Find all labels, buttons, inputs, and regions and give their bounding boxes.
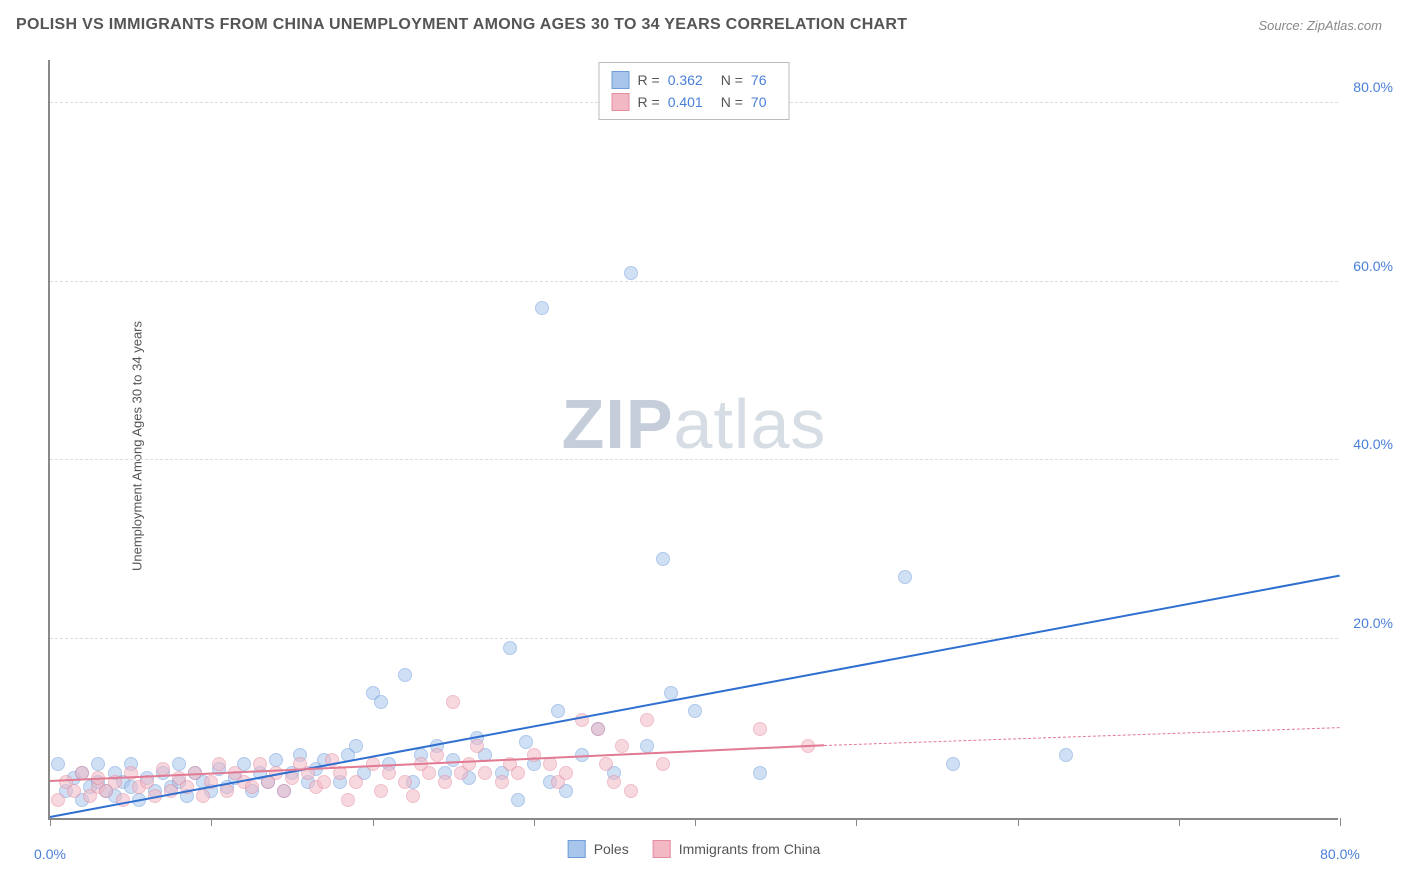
- series2-swatch: [612, 93, 630, 111]
- point-china: [511, 766, 525, 780]
- x-tick: [534, 818, 535, 826]
- point-china: [478, 766, 492, 780]
- x-tick: [856, 818, 857, 826]
- point-china: [559, 766, 573, 780]
- point-china: [67, 784, 81, 798]
- point-poles: [1059, 748, 1073, 762]
- x-tick: [1018, 818, 1019, 826]
- chart-title: POLISH VS IMMIGRANTS FROM CHINA UNEMPLOY…: [16, 16, 907, 34]
- x-tick-label: 80.0%: [1320, 846, 1360, 862]
- point-poles: [656, 552, 670, 566]
- series2-swatch-bottom: [653, 840, 671, 858]
- legend-item-2: Immigrants from China: [653, 840, 821, 858]
- point-china: [615, 739, 629, 753]
- watermark: ZIPatlas: [562, 384, 827, 464]
- x-tick: [1179, 818, 1180, 826]
- point-china: [495, 775, 509, 789]
- point-china: [607, 775, 621, 789]
- point-china: [341, 793, 355, 807]
- point-china: [430, 748, 444, 762]
- gridline: [50, 459, 1338, 460]
- series1-swatch: [612, 71, 630, 89]
- point-china: [51, 793, 65, 807]
- point-china: [212, 757, 226, 771]
- point-china: [374, 784, 388, 798]
- point-poles: [51, 757, 65, 771]
- y-tick-label: 80.0%: [1353, 79, 1393, 95]
- point-china: [753, 722, 767, 736]
- y-tick-label: 60.0%: [1353, 258, 1393, 274]
- point-poles: [688, 704, 702, 718]
- point-china: [406, 789, 420, 803]
- gridline: [50, 638, 1338, 639]
- point-china: [599, 757, 613, 771]
- point-china: [446, 695, 460, 709]
- point-china: [382, 766, 396, 780]
- legend-bottom: Poles Immigrants from China: [568, 840, 821, 858]
- y-tick-label: 40.0%: [1353, 436, 1393, 452]
- point-china: [277, 784, 291, 798]
- x-tick: [373, 818, 374, 826]
- point-china: [543, 757, 557, 771]
- point-china: [422, 766, 436, 780]
- point-poles: [551, 704, 565, 718]
- point-china: [591, 722, 605, 736]
- source-attribution: Source: ZipAtlas.com: [1258, 18, 1382, 33]
- y-tick-label: 20.0%: [1353, 615, 1393, 631]
- chart-plot-area: ZIPatlas R = 0.362 N = 76 R = 0.401 N = …: [48, 60, 1338, 820]
- point-china: [527, 748, 541, 762]
- point-poles: [374, 695, 388, 709]
- point-poles: [172, 757, 186, 771]
- point-poles: [753, 766, 767, 780]
- point-poles: [398, 668, 412, 682]
- x-tick: [211, 818, 212, 826]
- point-poles: [446, 753, 460, 767]
- point-poles: [349, 739, 363, 753]
- point-china: [398, 775, 412, 789]
- series1-swatch-bottom: [568, 840, 586, 858]
- legend-item-1: Poles: [568, 840, 629, 858]
- point-china: [438, 775, 452, 789]
- point-poles: [91, 757, 105, 771]
- point-poles: [269, 753, 283, 767]
- point-poles: [503, 641, 517, 655]
- point-poles: [535, 301, 549, 315]
- x-tick: [695, 818, 696, 826]
- header: POLISH VS IMMIGRANTS FROM CHINA UNEMPLOY…: [0, 0, 1406, 42]
- point-china: [196, 789, 210, 803]
- x-tick: [50, 818, 51, 826]
- trend-poles: [50, 575, 1340, 818]
- point-china: [220, 784, 234, 798]
- point-poles: [519, 735, 533, 749]
- point-poles: [511, 793, 525, 807]
- trend-china-ext: [824, 728, 1340, 747]
- point-poles: [624, 266, 638, 280]
- point-china: [349, 775, 363, 789]
- legend-stats-box: R = 0.362 N = 76 R = 0.401 N = 70: [599, 62, 790, 120]
- point-china: [245, 780, 259, 794]
- x-tick-label: 0.0%: [34, 846, 66, 862]
- gridline: [50, 281, 1338, 282]
- point-china: [470, 739, 484, 753]
- legend-stats-row-1: R = 0.362 N = 76: [612, 69, 777, 91]
- x-tick: [1340, 818, 1341, 826]
- point-poles: [946, 757, 960, 771]
- point-china: [656, 757, 670, 771]
- point-poles: [898, 570, 912, 584]
- point-china: [624, 784, 638, 798]
- point-china: [317, 775, 331, 789]
- point-china: [640, 713, 654, 727]
- legend-stats-row-2: R = 0.401 N = 70: [612, 91, 777, 113]
